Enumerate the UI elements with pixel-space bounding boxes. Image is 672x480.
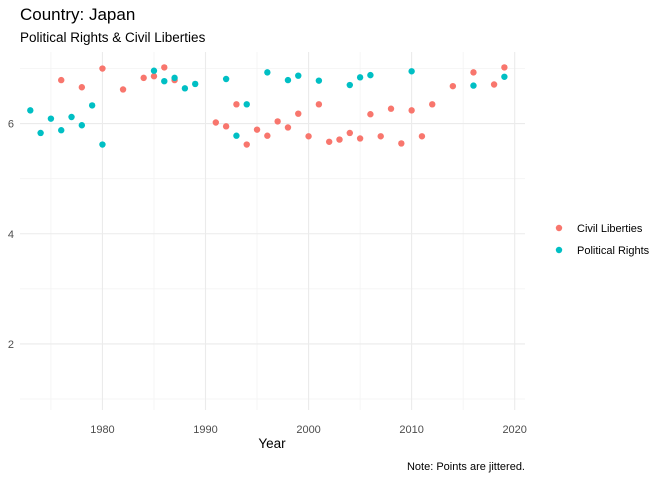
point-political-rights (181, 85, 189, 92)
x-tick-label: 1990 (193, 424, 217, 436)
point-civil-liberties (140, 74, 147, 82)
point-political-rights (501, 73, 508, 80)
point-political-rights (192, 80, 199, 88)
point-civil-liberties (470, 69, 477, 76)
point-civil-liberties (418, 133, 426, 140)
grid-minor (20, 52, 525, 410)
point-civil-liberties (429, 101, 436, 108)
data-points (27, 64, 508, 148)
point-political-rights (222, 75, 230, 83)
x-tick-label: 2020 (502, 424, 526, 436)
point-political-rights (58, 127, 65, 134)
point-civil-liberties (161, 64, 168, 71)
point-political-rights (408, 68, 415, 75)
point-civil-liberties (212, 119, 220, 126)
point-civil-liberties (315, 101, 323, 108)
chart-subtitle: Political Rights & Civil Liberties (20, 30, 206, 45)
point-civil-liberties (408, 107, 415, 114)
point-civil-liberties (150, 73, 158, 80)
y-axis-ticks: 2 4 6 (8, 119, 14, 351)
point-civil-liberties (387, 105, 395, 112)
x-axis-title: Year (258, 436, 286, 451)
point-civil-liberties (336, 136, 343, 143)
chart-title: Country: Japan (20, 5, 135, 24)
point-political-rights (27, 107, 34, 114)
x-axis-ticks: 1980 1990 2000 2010 2020 (90, 424, 527, 436)
point-political-rights (161, 77, 168, 85)
point-political-rights (78, 122, 86, 129)
point-political-rights (233, 132, 240, 139)
point-political-rights (315, 77, 323, 84)
chart-caption: Note: Points are jittered. (407, 461, 525, 473)
point-civil-liberties (356, 135, 364, 142)
point-civil-liberties (295, 110, 302, 117)
point-civil-liberties (305, 133, 312, 140)
y-tick-label: 6 (8, 119, 14, 131)
point-civil-liberties (99, 65, 106, 72)
point-civil-liberties (243, 141, 250, 148)
point-political-rights (47, 115, 55, 122)
x-tick-label: 2000 (296, 424, 320, 436)
point-civil-liberties (449, 82, 457, 90)
legend: Civil Liberties Political Rights (555, 223, 650, 257)
point-political-rights (367, 71, 374, 79)
grid-major (20, 52, 525, 410)
point-civil-liberties (367, 111, 374, 118)
point-political-rights (99, 141, 106, 148)
point-civil-liberties (501, 64, 508, 71)
point-political-rights (356, 74, 364, 81)
point-political-rights (346, 81, 353, 89)
point-civil-liberties (490, 81, 498, 88)
point-political-rights (470, 82, 477, 89)
point-political-rights (243, 101, 250, 108)
point-political-rights (295, 72, 302, 79)
point-civil-liberties (119, 86, 127, 93)
point-political-rights (88, 102, 96, 109)
y-tick-label: 4 (8, 229, 14, 241)
point-civil-liberties (346, 129, 353, 137)
point-political-rights (264, 69, 271, 76)
point-civil-liberties (78, 84, 86, 91)
point-civil-liberties (253, 126, 261, 133)
point-civil-liberties (398, 140, 405, 147)
legend-key-civil-liberties (555, 224, 563, 232)
point-political-rights (37, 129, 44, 137)
y-tick-label: 2 (8, 339, 14, 351)
point-political-rights (150, 67, 158, 74)
point-civil-liberties (325, 138, 333, 145)
point-civil-liberties (274, 118, 281, 125)
point-civil-liberties (377, 133, 384, 140)
x-tick-label: 1980 (90, 424, 114, 436)
point-political-rights (68, 113, 75, 121)
point-civil-liberties (264, 132, 271, 139)
legend-label-political-rights: Political Rights (577, 245, 650, 257)
legend-key-political-rights (555, 246, 563, 254)
legend-label-civil-liberties: Civil Liberties (577, 223, 643, 235)
point-civil-liberties (58, 76, 65, 84)
point-political-rights (171, 74, 178, 82)
point-civil-liberties (222, 123, 230, 130)
point-civil-liberties (284, 124, 292, 131)
x-tick-label: 2010 (399, 424, 423, 436)
point-civil-liberties (233, 101, 240, 108)
point-political-rights (284, 76, 292, 84)
